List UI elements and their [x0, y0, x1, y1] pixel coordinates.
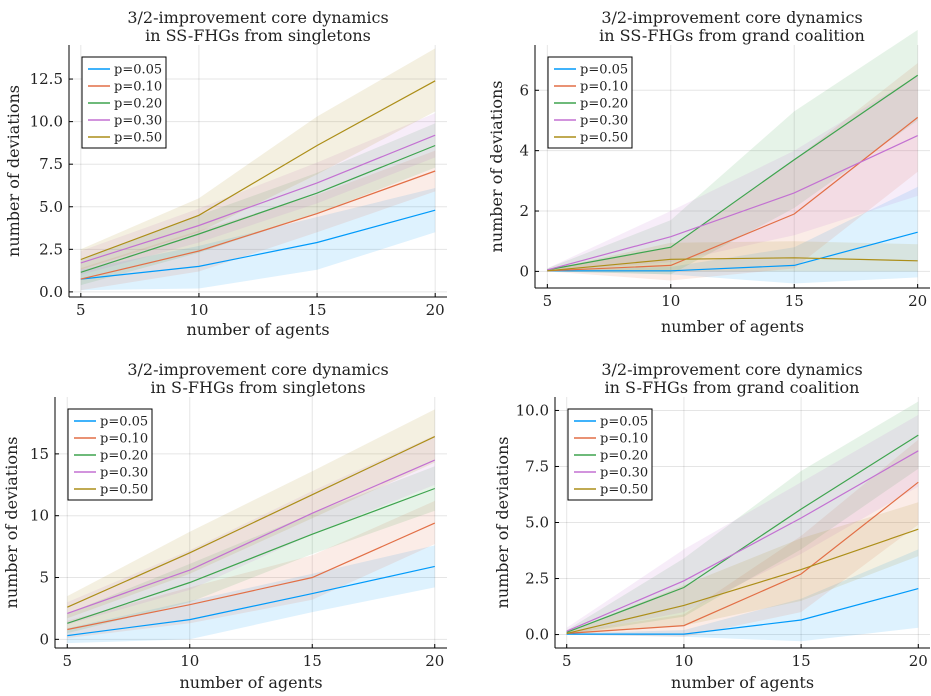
legend: p=0.05 p=0.10 p=0.20 p=0.30 p=0.50 — [68, 409, 152, 500]
y-tick-label: 0 — [519, 262, 529, 280]
chart-title-line: in S-FHGs from singletons — [150, 378, 365, 397]
legend-label: p=0.50 — [100, 483, 148, 498]
x-tick-label: 15 — [785, 292, 804, 310]
y-tick-label: 0 — [39, 630, 49, 648]
legend-label: p=0.20 — [100, 449, 148, 464]
y-tick-label: 5.0 — [525, 514, 549, 532]
chart-title-line: in SS-FHGs from grand coalition — [599, 26, 865, 45]
legend-label: p=0.10 — [600, 432, 648, 447]
legend: p=0.05 p=0.10 p=0.20 p=0.30 p=0.50 — [568, 409, 652, 500]
chart-title-line: 3/2-improvement core dynamics — [127, 8, 388, 27]
y-tick-label: 12.5 — [30, 70, 63, 88]
y-tick-label: 10 — [30, 507, 49, 525]
x-tick-label: 5 — [76, 301, 86, 319]
chart-title-line: 3/2-improvement core dynamics — [601, 8, 862, 27]
x-tick-label: 10 — [674, 652, 693, 670]
x-tick-label: 10 — [661, 292, 680, 310]
y-tick-label: 10.0 — [516, 401, 549, 419]
x-axis-label: number of agents — [186, 320, 329, 339]
y-tick-label: 2.5 — [39, 240, 63, 258]
x-tick-label: 10 — [189, 301, 208, 319]
x-tick-label: 10 — [180, 652, 199, 670]
legend-label: p=0.05 — [114, 63, 162, 78]
legend-label: p=0.05 — [580, 63, 628, 78]
y-tick-label: 5.0 — [39, 198, 63, 216]
legend-label: p=0.30 — [600, 466, 648, 481]
legend-label: p=0.50 — [600, 483, 648, 498]
chart-title-line: 3/2-improvement core dynamics — [601, 360, 862, 379]
chart-title-line: 3/2-improvement core dynamics — [127, 360, 388, 379]
y-tick-label: 6 — [519, 81, 529, 99]
y-tick-label: 10.0 — [30, 113, 63, 131]
y-tick-label: 0.0 — [39, 283, 63, 301]
legend-label: p=0.30 — [114, 114, 162, 129]
x-tick-label: 20 — [426, 301, 445, 319]
legend-label: p=0.20 — [600, 449, 648, 464]
x-tick-label: 5 — [543, 292, 553, 310]
y-tick-label: 7.5 — [525, 457, 549, 475]
legend-label: p=0.10 — [114, 80, 162, 95]
legend-label: p=0.20 — [580, 97, 628, 112]
chart-title-line: in SS-FHGs from singletons — [145, 26, 371, 45]
x-tick-label: 15 — [308, 301, 327, 319]
legend-label: p=0.20 — [114, 97, 162, 112]
legend-label: p=0.50 — [114, 131, 162, 146]
x-tick-label: 5 — [62, 652, 72, 670]
x-axis-label: number of agents — [179, 673, 322, 692]
legend-label: p=0.10 — [100, 432, 148, 447]
y-tick-label: 4 — [519, 142, 529, 160]
y-tick-label: 0.0 — [525, 626, 549, 644]
y-axis-label: number of deviations — [487, 81, 506, 253]
x-tick-label: 5 — [562, 652, 572, 670]
x-tick-label: 20 — [909, 652, 928, 670]
x-axis-label: number of agents — [661, 317, 804, 336]
legend-label: p=0.30 — [100, 466, 148, 481]
y-tick-label: 2 — [519, 202, 529, 220]
x-axis-label: number of agents — [671, 673, 814, 692]
legend-label: p=0.30 — [580, 114, 628, 129]
legend: p=0.05 p=0.10 p=0.20 p=0.30 p=0.50 — [548, 57, 632, 148]
x-tick-label: 15 — [792, 652, 811, 670]
chart-title-line: in S-FHGs from grand coalition — [605, 378, 860, 397]
x-tick-label: 20 — [425, 652, 444, 670]
legend-label: p=0.05 — [600, 415, 648, 430]
legend-label: p=0.05 — [100, 415, 148, 430]
x-tick-label: 15 — [303, 652, 322, 670]
y-axis-label: number of deviations — [4, 85, 23, 257]
legend-label: p=0.50 — [580, 131, 628, 146]
y-tick-label: 2.5 — [525, 570, 549, 588]
y-tick-label: 7.5 — [39, 155, 63, 173]
legend: p=0.05 p=0.10 p=0.20 p=0.30 p=0.50 — [82, 57, 166, 148]
y-axis-label: number of deviations — [2, 437, 21, 609]
y-axis-label: number of deviations — [493, 437, 512, 609]
y-tick-label: 15 — [30, 445, 49, 463]
x-tick-label: 20 — [908, 292, 927, 310]
legend-label: p=0.10 — [580, 80, 628, 95]
y-tick-label: 5 — [39, 569, 49, 587]
